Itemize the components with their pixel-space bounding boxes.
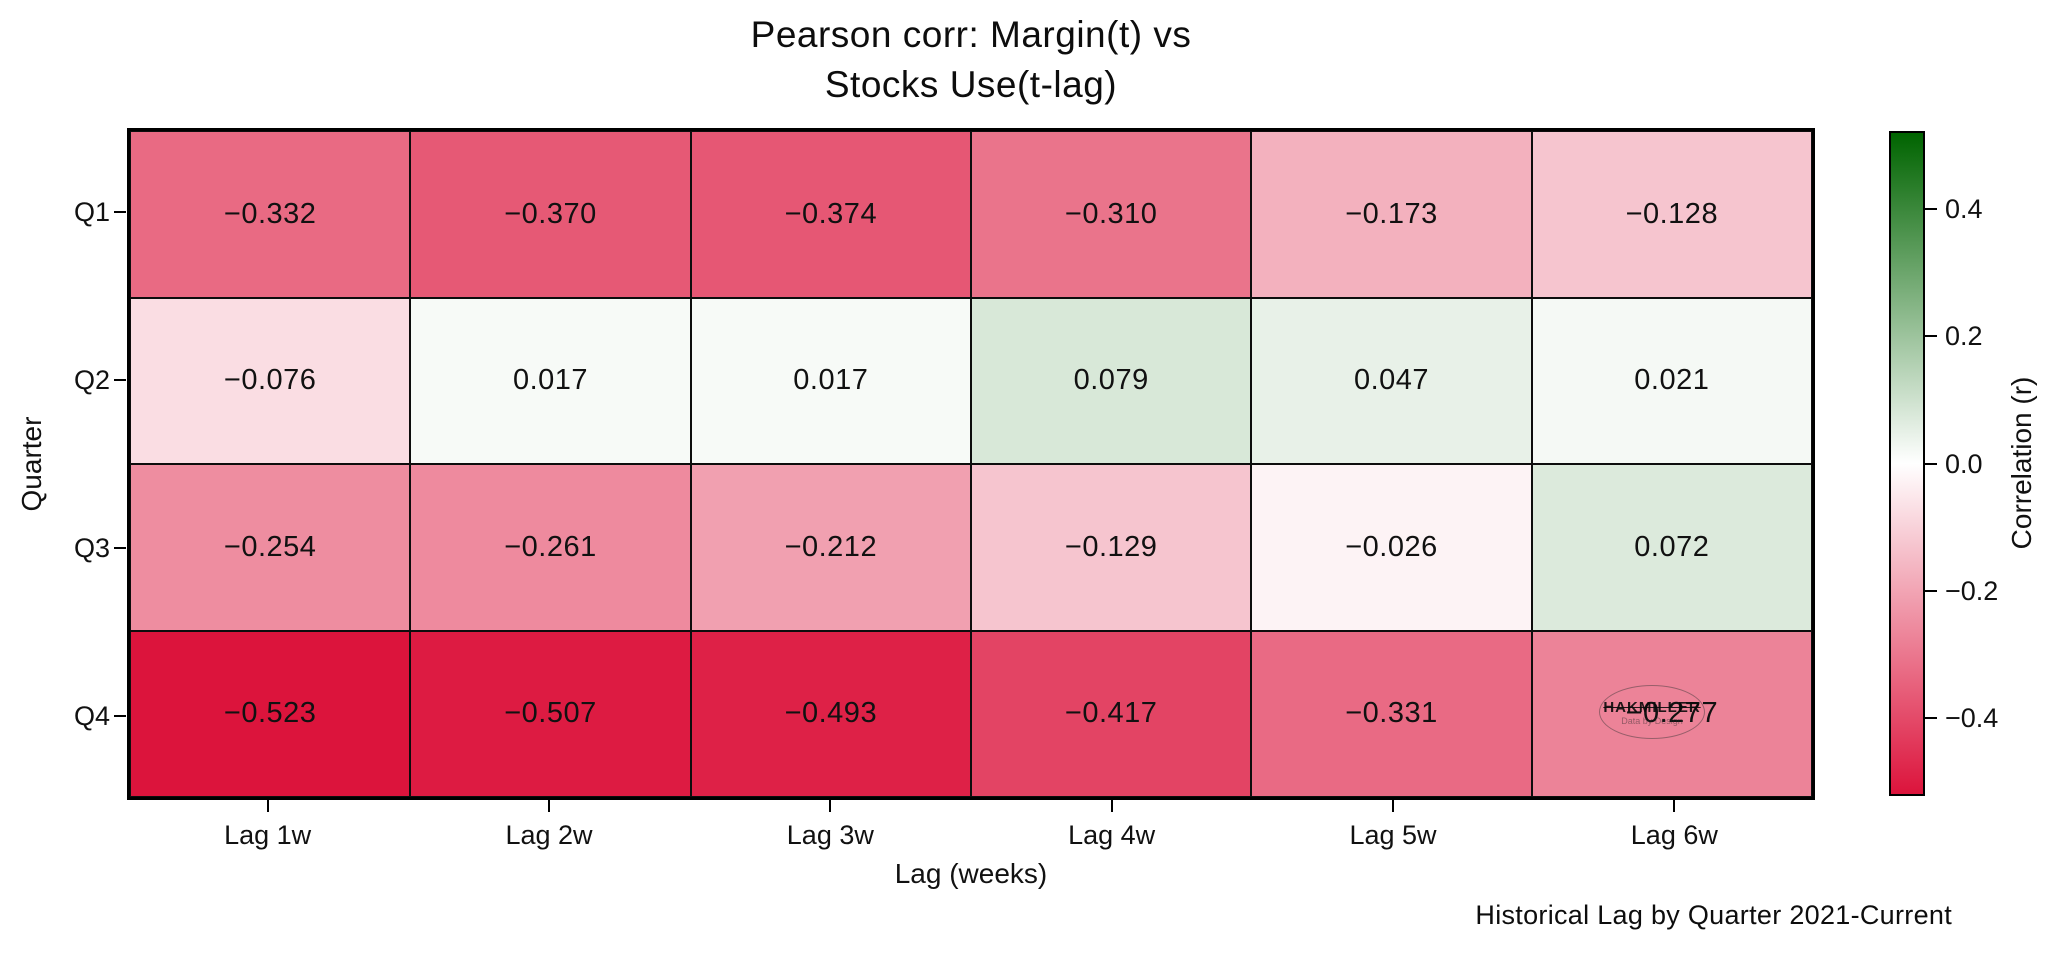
y-axis-tick	[114, 547, 126, 549]
x-axis-tick-label: Lag 1w	[224, 820, 312, 850]
heatmap-cell: 0.017	[690, 297, 971, 464]
colorbar-tick-label: −0.2	[1945, 575, 1999, 606]
y-axis-tick-label: Q1	[73, 197, 110, 227]
y-axis-tick	[114, 211, 126, 213]
colorbar-tick	[1925, 335, 1937, 338]
colorbar-tick-label: −0.4	[1945, 702, 1999, 733]
x-axis-tick-label: Lag 4w	[1068, 820, 1156, 850]
heatmap-cell: −0.261	[410, 464, 691, 631]
colorbar-tick	[1925, 208, 1937, 211]
y-axis-tick	[114, 379, 126, 381]
colorbar-gradient	[1889, 131, 1925, 796]
y-axis-tick-label: Q4	[73, 701, 110, 731]
x-axis-tick	[548, 800, 550, 812]
colorbar-tick	[1925, 462, 1937, 465]
heatmap-cell: −0.254	[130, 464, 411, 631]
heatmap-cell: −0.212	[690, 464, 971, 631]
heatmap-cell: −0.523	[130, 630, 411, 797]
heatmap-cell: −0.374	[690, 131, 971, 298]
x-axis-tick	[829, 800, 832, 812]
colorbar-tick	[1925, 589, 1937, 592]
x-axis-tick	[266, 800, 269, 812]
x-axis-tick	[1110, 800, 1113, 812]
heatmap-cell: −0.128	[1531, 131, 1812, 298]
heatmap-cell: 0.072	[1531, 464, 1812, 631]
heatmap-cell: −0.026	[1251, 464, 1532, 631]
heatmap-cell: −0.332	[130, 131, 411, 298]
colorbar-label: Correlation (r)	[2006, 376, 2037, 550]
watermark-title: HAKMILLER	[1603, 698, 1701, 716]
heatmap-cell: 0.021	[1531, 297, 1812, 464]
watermark-subtitle: Data by Design	[1621, 715, 1683, 726]
y-axis-tick-label: Q3	[73, 533, 110, 563]
heatmap-grid: −0.332 −0.370 −0.374 −0.310 −0.173 −0.128 −0.0…	[127, 128, 1815, 800]
heatmap-cell: −0.331	[1251, 630, 1532, 797]
y-axis-tick	[114, 715, 126, 717]
y-axis-label: Quarter	[16, 416, 47, 512]
x-axis-tick	[1392, 800, 1394, 812]
heatmap-cell: −0.129	[971, 464, 1252, 631]
chart-title: Pearson corr: Margin(t) vs Stocks Use(t-…	[127, 10, 1815, 110]
x-axis-label: Lag (weeks)	[894, 858, 1048, 889]
heatmap-cell: −0.076	[130, 297, 411, 464]
heatmap-cell: 0.047	[1251, 297, 1532, 464]
colorbar-tick	[1925, 716, 1937, 719]
x-axis-tick	[1673, 800, 1676, 812]
heatmap-cell: −0.417	[971, 630, 1252, 797]
colorbar-tick-label: 0.2	[1945, 321, 1983, 352]
heatmap-cell: 0.017	[410, 297, 691, 464]
heatmap-cell: −0.310	[971, 131, 1252, 298]
caption: Historical Lag by Quarter 2021-Current	[1475, 900, 1952, 930]
heatmap-cell: −0.370	[410, 131, 691, 298]
heatmap-cell: −0.507	[410, 630, 691, 797]
x-axis-tick-label: Lag 2w	[505, 820, 593, 850]
chart-title-line1: Pearson corr: Margin(t) vs	[750, 14, 1192, 55]
heatmap-cell: −0.173	[1251, 131, 1532, 298]
x-axis-tick-label: Lag 6w	[1630, 820, 1718, 850]
heatmap-cell: 0.079	[971, 297, 1252, 464]
colorbar-tick-label: 0.4	[1945, 194, 1983, 225]
watermark: HAKMILLER Data by Design	[1599, 685, 1705, 739]
chart-title-line2: Stocks Use(t-lag)	[824, 64, 1118, 105]
y-axis-tick-label: Q2	[73, 365, 110, 395]
colorbar-tick-label: 0.0	[1945, 448, 1983, 479]
x-axis-tick-label: Lag 3w	[786, 820, 874, 850]
heatmap-cell: −0.493	[690, 630, 971, 797]
x-axis-tick-label: Lag 5w	[1349, 820, 1437, 850]
